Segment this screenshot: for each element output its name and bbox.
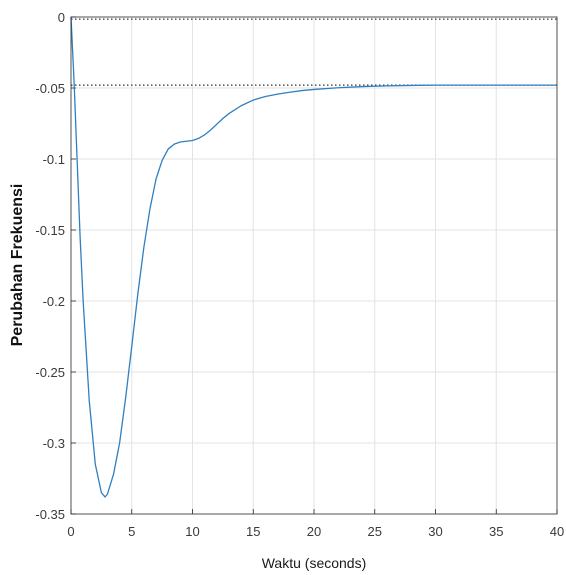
- axes-frame: [70, 16, 558, 515]
- x-tick-label: 40: [550, 524, 564, 539]
- series-line: [70, 16, 557, 498]
- y-tick-labels: 0 -0.05 -0.1 -0.15 -0.2 -0.25 -0.3 -0.35: [35, 10, 65, 522]
- x-axis-label: Waktu (seconds): [262, 555, 367, 571]
- x-tick-label: 35: [489, 524, 503, 539]
- title-strip: [0, 0, 566, 6]
- x-tick-label: 30: [428, 524, 442, 539]
- x-tick-label: 15: [246, 524, 260, 539]
- x-tick-label: 25: [368, 524, 382, 539]
- y-tick-label: -0.35: [35, 507, 65, 522]
- series-layer: [70, 16, 557, 498]
- y-axis-label: Perubahan Frekuensi: [9, 184, 26, 347]
- y-tick-label: -0.25: [35, 365, 65, 380]
- y-tick-label: -0.15: [35, 223, 65, 238]
- y-tick-label: -0.3: [43, 436, 65, 451]
- y-tick-label: -0.1: [43, 152, 65, 167]
- x-tick-label: 10: [185, 524, 199, 539]
- plot-area: [70, 16, 558, 515]
- y-tick-label: -0.2: [43, 294, 65, 309]
- y-tick-label: -0.05: [35, 81, 65, 96]
- x-tick-label: 0: [67, 524, 74, 539]
- y-tick-label: 0: [58, 10, 65, 25]
- x-tick-labels: 0 5 10 15 20 25 30 35 40: [67, 524, 564, 539]
- x-tick-label: 20: [307, 524, 321, 539]
- x-tick-label: 5: [128, 524, 135, 539]
